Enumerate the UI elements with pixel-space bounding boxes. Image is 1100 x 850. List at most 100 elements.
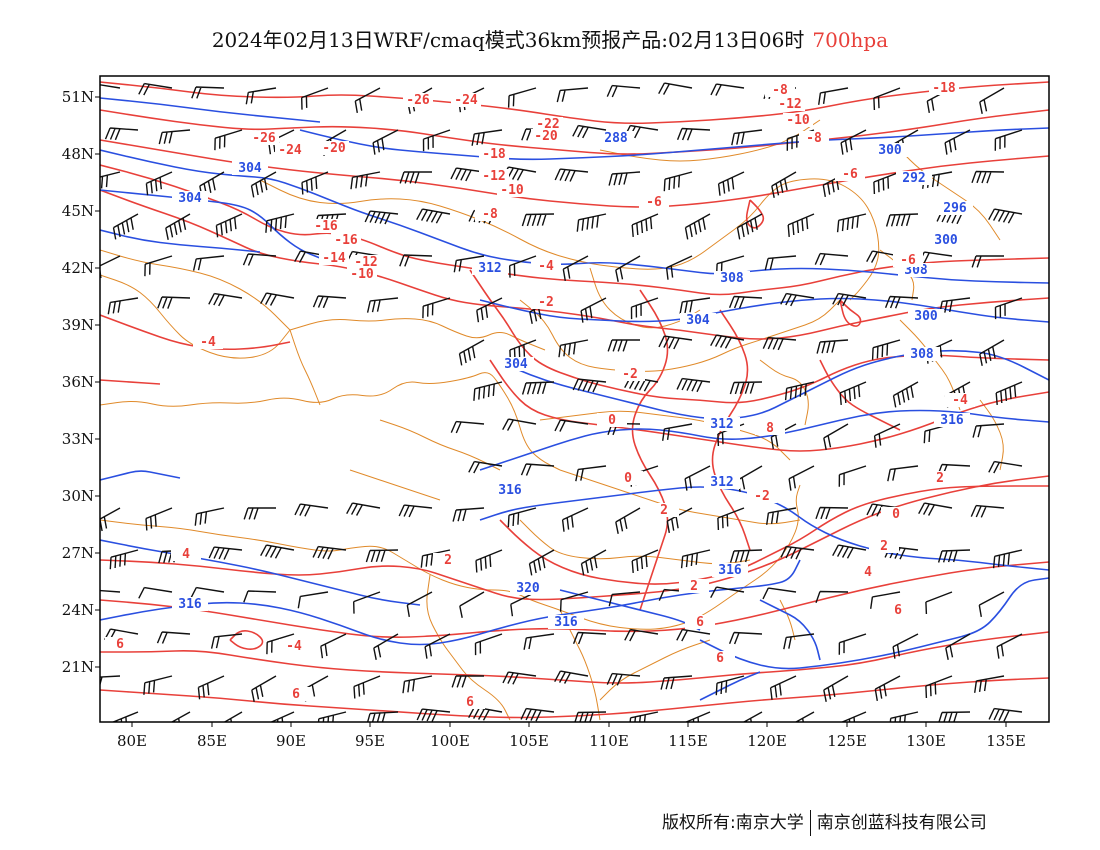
temperature-contour-label: -18 xyxy=(932,81,956,96)
label-backdrop xyxy=(533,117,563,131)
wind-barb xyxy=(572,124,607,139)
label-backdrop xyxy=(928,233,964,247)
wind-barb xyxy=(974,675,1005,693)
border-line xyxy=(259,178,880,301)
wind-barb xyxy=(710,586,745,599)
wind-barb xyxy=(210,633,243,649)
wind-barb xyxy=(366,711,399,722)
wind-barb xyxy=(937,549,971,563)
copyright-footer: 版权所有:南京大学 南京创蓝科技有限公司 xyxy=(662,808,987,836)
wind-barb xyxy=(884,295,919,309)
wind-barb xyxy=(420,549,451,568)
wind-barb xyxy=(662,423,693,441)
label-backdrop xyxy=(598,131,634,145)
wind-barb xyxy=(197,675,225,700)
wind-barb xyxy=(979,87,1005,114)
label-backdrop xyxy=(105,637,135,651)
temperature-contour-label: -12 xyxy=(482,169,505,184)
border-line xyxy=(379,419,501,471)
wind-barb xyxy=(354,87,381,114)
wind-barb xyxy=(832,292,867,307)
height-contour-label: 300 xyxy=(914,309,938,324)
wind-barb xyxy=(373,633,399,660)
wind-barb xyxy=(766,507,797,525)
footer-left: 版权所有:南京大学 xyxy=(662,813,804,833)
label-backdrop xyxy=(403,93,433,107)
wind-barb xyxy=(250,171,277,198)
wind-barb xyxy=(111,711,139,722)
label-backdrop xyxy=(319,141,349,155)
label-backdrop xyxy=(613,471,643,485)
height-contour-label: 304 xyxy=(238,161,262,176)
wind-barb xyxy=(717,507,745,531)
wind-barb xyxy=(658,82,693,95)
wind-barb xyxy=(294,503,329,517)
label-backdrop xyxy=(479,147,509,161)
height-contour xyxy=(479,297,1049,323)
wind-barb xyxy=(554,419,589,432)
wind-barb xyxy=(676,127,711,141)
border-line xyxy=(759,359,809,426)
wind-barb xyxy=(729,381,763,395)
wind-barb xyxy=(468,460,503,474)
wind-barb xyxy=(138,82,173,96)
temperature-contour-label: -18 xyxy=(482,147,506,162)
height-contour xyxy=(699,577,1049,670)
title-pressure-level: 700hpa xyxy=(812,28,889,52)
temperature-contour-label: -4 xyxy=(538,259,554,274)
label-backdrop xyxy=(755,421,785,435)
wind-barb xyxy=(680,549,711,569)
wind-barb xyxy=(925,591,953,615)
wind-barb xyxy=(715,675,745,696)
temperature-contour xyxy=(229,630,264,650)
wind-barb xyxy=(769,675,797,700)
wind-barb xyxy=(742,711,763,722)
wind-barb xyxy=(562,255,589,282)
wind-barb xyxy=(684,213,711,240)
temperature-contour-label: 0 xyxy=(892,507,900,522)
temperature-contour-label: -20 xyxy=(534,129,558,144)
wind-barb xyxy=(658,335,693,350)
wind-barb xyxy=(818,87,849,105)
wind-barb xyxy=(624,628,659,642)
wind-barb xyxy=(320,633,347,659)
wind-barb xyxy=(145,507,173,531)
wind-barb xyxy=(416,708,451,722)
wind-barb xyxy=(192,255,225,271)
wind-barb xyxy=(260,544,295,559)
border-line xyxy=(100,249,291,331)
wind-barb xyxy=(580,297,607,323)
footer-separator xyxy=(809,810,811,836)
wind-barb xyxy=(138,586,173,599)
wind-barb xyxy=(780,545,815,560)
border-line xyxy=(426,574,511,721)
longitude-label: 90E xyxy=(275,732,307,750)
border-line xyxy=(519,519,751,565)
label-backdrop xyxy=(548,615,584,629)
wind-barb xyxy=(353,675,381,699)
wind-barb xyxy=(939,297,971,314)
label-backdrop xyxy=(680,313,716,327)
label-backdrop xyxy=(597,413,627,427)
temperature-contour xyxy=(100,189,1049,340)
wind-barb xyxy=(679,297,711,314)
label-backdrop xyxy=(433,553,463,567)
wind-barb xyxy=(945,633,971,660)
wind-barb xyxy=(873,171,901,195)
wind-barb xyxy=(112,213,139,240)
latitude-label: 33N xyxy=(61,430,94,448)
wind-barb xyxy=(107,297,139,315)
label-backdrop xyxy=(925,471,955,485)
wind-barb xyxy=(521,381,555,395)
wind-barb xyxy=(580,549,607,576)
longitude-label: 105E xyxy=(509,732,549,750)
label-backdrop xyxy=(704,417,740,431)
wind-barb xyxy=(838,633,867,655)
latitude-label: 51N xyxy=(61,88,94,106)
label-backdrop xyxy=(249,131,279,145)
height-contour-label: 292 xyxy=(902,171,925,186)
wind-barb xyxy=(838,465,867,487)
wind-barb xyxy=(471,129,503,146)
wind-barb xyxy=(104,127,139,141)
temperature-contour-label: -12 xyxy=(354,255,377,270)
